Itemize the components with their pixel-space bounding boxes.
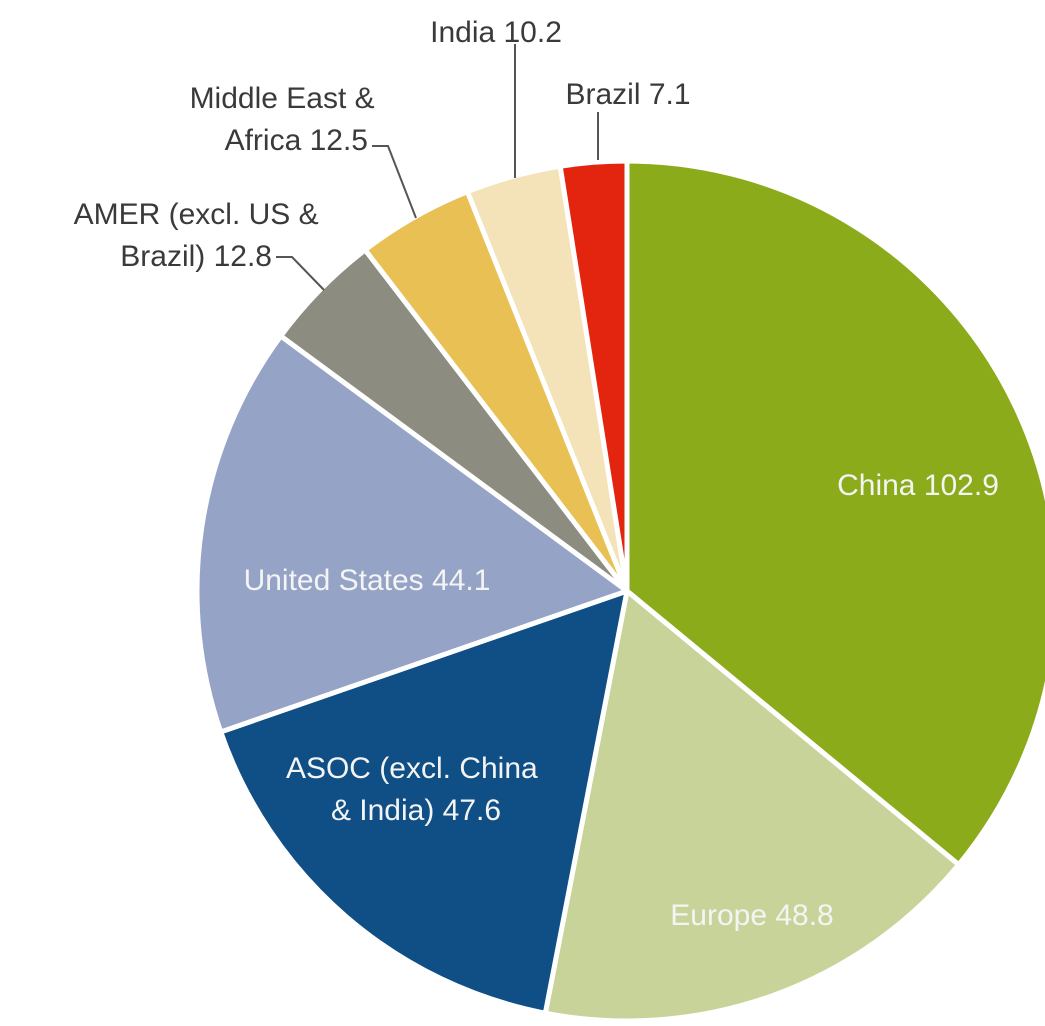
slice-labels: China 102.9 Europe 48.8 ASOC (excl. Chin… <box>74 16 999 932</box>
slice-label-china: China 102.9 <box>837 469 999 502</box>
slice-label-asoc-line-1: ASOC (excl. China <box>286 752 538 785</box>
slice-label-middle-east-africa: Middle East & Africa 12.5 <box>190 82 383 157</box>
pie-slice-china <box>624 158 1045 868</box>
slice-label-mea-line-1: Middle East & <box>190 82 375 115</box>
slices-layer <box>194 158 1045 1024</box>
pie-slice-asoc-excl-china-india <box>218 588 630 1016</box>
slice-label-asoc-line-2: & India) 47.6 <box>331 794 501 827</box>
slice-label-brazil: Brazil 7.1 <box>565 78 690 111</box>
pie-slice-europe <box>542 588 962 1024</box>
slice-label-india: India 10.2 <box>430 16 562 49</box>
slice-label-mea-line-2: Africa 12.5 <box>225 124 368 157</box>
pie-slice-united-states <box>194 333 630 735</box>
slice-label-united-states: United States 44.1 <box>244 564 491 597</box>
slice-label-europe: Europe 48.8 <box>670 899 833 932</box>
leader-line-middle-east-africa <box>372 145 417 219</box>
slice-label-asoc: ASOC (excl. China & India) 47.6 <box>286 752 546 827</box>
slice-label-amer-line-1: AMER (excl. US & <box>74 198 319 231</box>
slice-label-amer-line-2: Brazil) 12.8 <box>120 240 272 273</box>
pie-slice-brazil <box>557 158 630 594</box>
leader-line-amer <box>276 256 325 291</box>
slice-label-amer: AMER (excl. US & Brazil) 12.8 <box>74 198 327 273</box>
leader-lines <box>276 44 599 291</box>
